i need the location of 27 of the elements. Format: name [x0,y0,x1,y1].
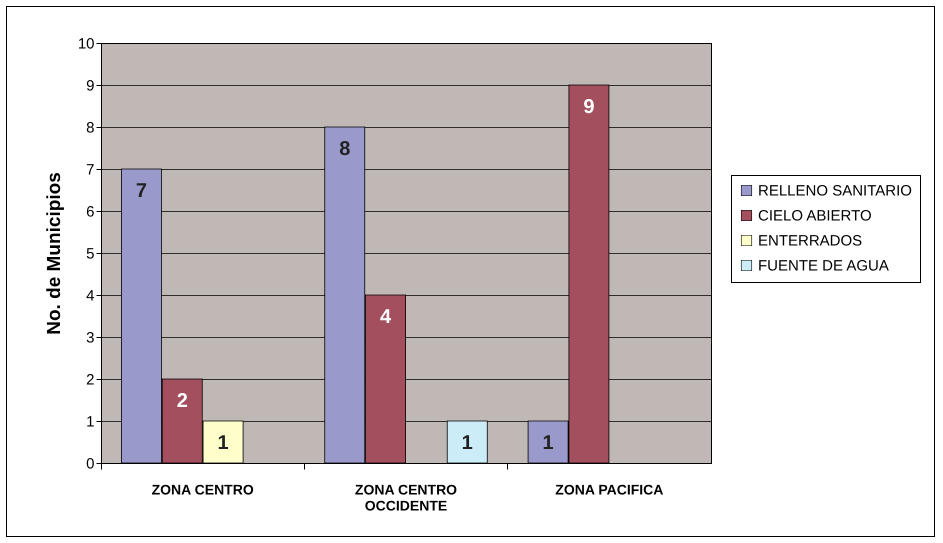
y-tick-label: 10 [78,36,94,52]
y-tick-label: 4 [86,288,94,304]
y-tick-label: 3 [86,330,94,346]
data-label: 9 [583,96,594,118]
y-tick-label: 1 [86,414,94,430]
y-tick-label: 8 [86,120,94,136]
legend-label: RELLENO SANITARIO [758,182,912,200]
y-tick-label: 7 [86,162,94,178]
x-tick-label: ZONA CENTRO OCCIDENTE [354,482,458,514]
y-tick-label: 5 [86,246,94,262]
data-label: 1 [218,432,229,454]
data-label: 2 [176,390,188,412]
y-tick-label: 2 [86,372,94,388]
data-label: 7 [136,180,147,202]
y-tick-label: 6 [86,204,94,220]
y-tick-label: 0 [86,456,94,472]
y-axis-title: No. de Municipios [44,172,65,335]
data-label: 8 [339,138,350,160]
legend-label: ENTERRADOS [758,232,862,250]
data-label: 1 [462,432,473,454]
x-tick-label: ZONA PACIFICA [555,482,664,498]
data-label: 4 [380,306,392,328]
legend-label: CIELO ABIERTO [758,208,872,224]
y-tick-label: 9 [86,78,94,94]
data-label: 1 [542,432,554,454]
x-tick-label: ZONA CENTRO [152,482,254,498]
legend-label: FUENTE DE AGUA [758,258,889,274]
